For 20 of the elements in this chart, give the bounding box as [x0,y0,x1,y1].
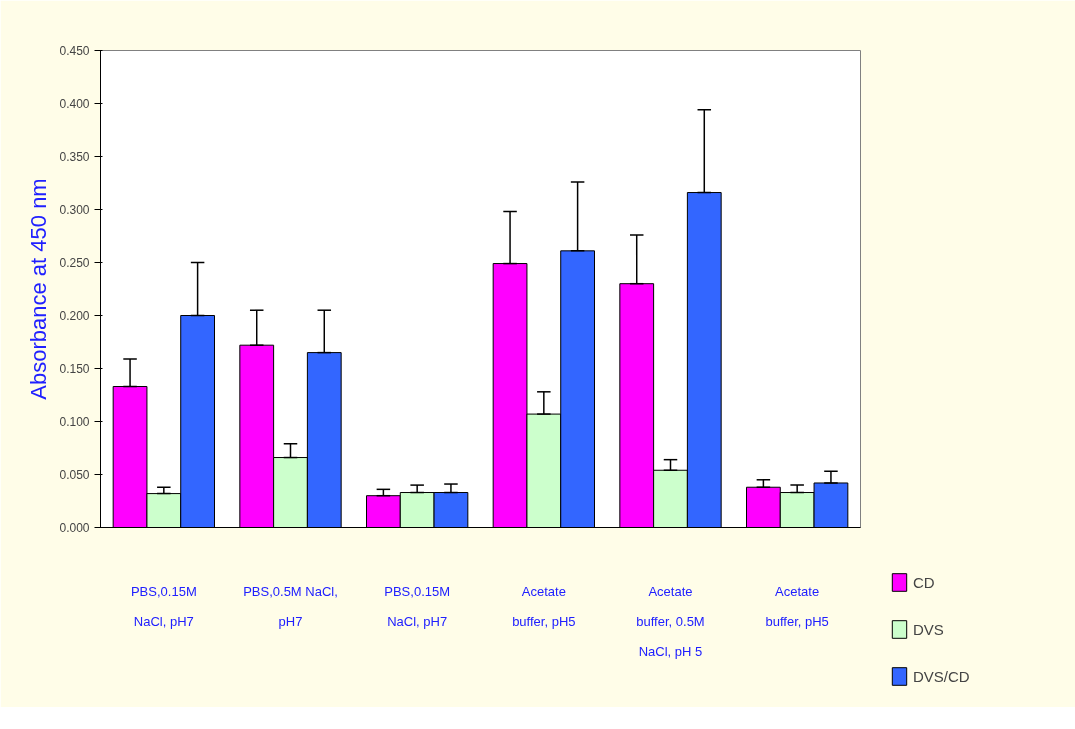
x-tick-label: PBS,0.15M NaCl, pH7 [130,583,197,629]
y-tick-label: 0.200 [59,309,90,323]
y-tick-label: 0.250 [59,256,90,270]
legend-label: DVS/CD [913,667,970,685]
y-tick-label: 0.150 [59,362,90,376]
legend-label: CD [913,573,935,591]
y-tick-label: 0.350 [59,150,90,164]
y-tick-label: 0.400 [59,97,90,111]
y-axis-title: Absorbance at 450 nm [26,178,52,400]
legend-label: DVS [913,620,944,638]
y-tick-label: 0.450 [59,44,90,58]
x-tick-label: Acetate buffer, pH5 [765,583,829,629]
x-tick-label: Acetate buffer, pH5 [512,583,576,629]
y-tick-label: 0.000 [59,521,90,535]
x-tick-label: Acetate buffer, 0.5M NaCl, pH 5 [636,583,705,659]
y-tick-label: 0.100 [59,415,90,429]
x-tick-label: PBS,0.5M NaCl, pH7 [243,583,338,629]
y-tick-label: 0.050 [59,468,90,482]
x-tick-label: PBS,0.15M NaCl, pH7 [384,583,451,629]
y-tick-label: 0.300 [59,203,90,217]
